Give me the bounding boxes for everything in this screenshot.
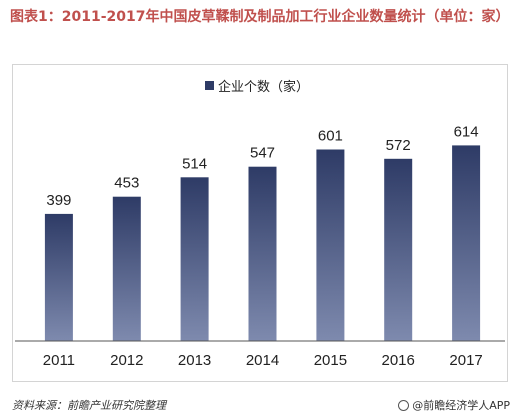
data-labels: 399 453 514 547 601 572 614	[46, 123, 478, 209]
x-tick-label-2012: 2012	[110, 352, 143, 369]
brand-logo-icon	[398, 399, 410, 411]
bar-2012	[112, 196, 141, 341]
bar-2017	[452, 145, 481, 341]
chart-legend: 企业个数（家）	[205, 79, 309, 95]
brand-text: @前瞻经济学人APP	[412, 399, 510, 412]
brand-credit: @前瞻经济学人APP	[398, 397, 510, 413]
data-label-2012: 453	[114, 175, 139, 192]
bar-2014	[248, 166, 277, 341]
x-tick-label-2016: 2016	[382, 352, 415, 369]
data-label-2013: 514	[182, 155, 207, 172]
x-axis-tick-labels: 2011 2012 2013 2014 2015 2016 2017	[43, 352, 483, 369]
bars	[44, 145, 481, 341]
x-tick-label-2015: 2015	[314, 352, 347, 369]
chart-title: 图表1：2011-2017年中国皮草鞣制及制品加工行业企业数量统计（单位：家）	[10, 9, 510, 25]
data-label-2017: 614	[454, 123, 479, 140]
data-label-2011: 399	[46, 192, 71, 209]
x-tick-label-2014: 2014	[246, 352, 279, 369]
chart-frame	[12, 64, 508, 382]
bar-2016	[384, 158, 413, 341]
data-label-2015: 601	[318, 128, 343, 145]
legend-swatch	[205, 81, 214, 90]
bar-2015	[316, 149, 345, 341]
x-tick-label-2011: 2011	[43, 352, 75, 369]
x-tick-label-2017: 2017	[449, 352, 482, 369]
bar-2013	[180, 177, 209, 341]
legend-label: 企业个数（家）	[218, 79, 309, 95]
source-note: 资料来源：前瞻产业研究院整理	[12, 399, 166, 412]
bar-2011	[44, 213, 73, 341]
data-label-2014: 547	[250, 145, 275, 162]
data-label-2016: 572	[386, 137, 411, 154]
x-tick-label-2013: 2013	[178, 352, 211, 369]
